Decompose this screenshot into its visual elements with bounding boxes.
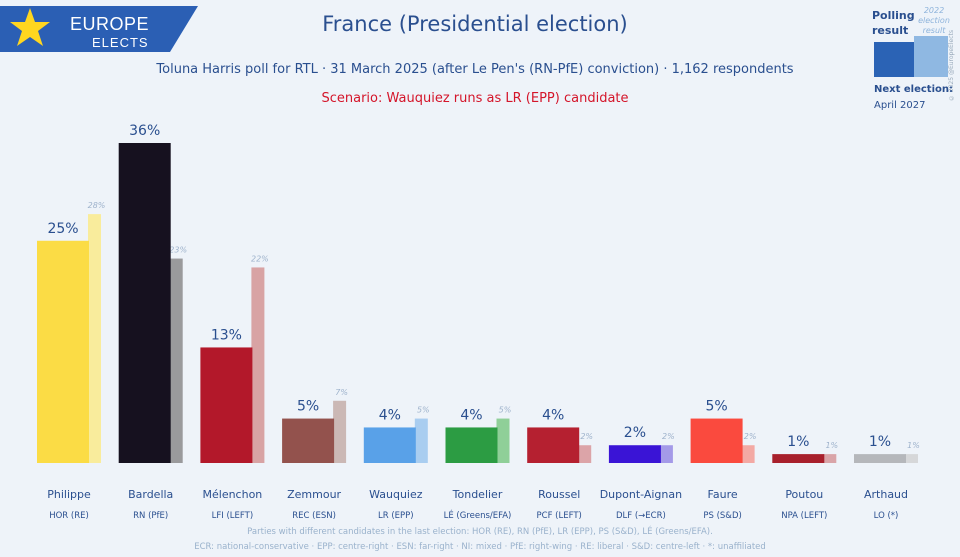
party-label-2: LFI (LEFT) <box>212 511 254 521</box>
prev-bar-6 <box>578 445 592 463</box>
legend-polling-label: Polling result <box>872 8 915 38</box>
candidate-name-1: Bardella <box>128 488 173 501</box>
polling-value-label-7: 2% <box>624 425 646 441</box>
prev-bar-9 <box>823 454 837 463</box>
prev-value-label-0: 28% <box>88 201 106 210</box>
party-label-3: REC (ESN) <box>292 511 336 521</box>
star-icon <box>10 8 50 46</box>
polling-bar-4 <box>363 427 416 463</box>
party-label-7: DLF (→ECR) <box>616 511 666 521</box>
polling-bar-8 <box>690 418 743 463</box>
prev-bar-5 <box>496 418 510 463</box>
prev-bar-3 <box>333 400 347 463</box>
candidate-name-4: Wauquiez <box>369 488 423 501</box>
candidate-name-7: Dupont-Aignan <box>600 488 682 501</box>
logo-text-europe: EUROPE <box>70 14 150 34</box>
prev-value-label-3: 7% <box>335 388 348 397</box>
polling-bar-10 <box>854 454 906 463</box>
candidate-name-3: Zemmour <box>287 488 341 501</box>
polling-value-label-10: 1% <box>869 434 891 450</box>
candidate-name-9: Poutou <box>785 488 823 501</box>
prev-value-label-10: 1% <box>907 441 920 450</box>
next-election-label: Next election: <box>874 84 953 95</box>
footnote-parties: Parties with different candidates in the… <box>247 527 713 537</box>
polling-value-label-3: 5% <box>297 399 319 415</box>
party-label-10: LO (*) <box>874 511 899 521</box>
prev-value-label-9: 1% <box>825 441 838 450</box>
prev-value-label-1: 23% <box>169 246 187 255</box>
party-label-6: PCF (LEFT) <box>537 511 582 521</box>
polling-value-label-5: 4% <box>460 407 482 423</box>
party-label-8: PS (S&D) <box>703 511 741 521</box>
prev-bar-10 <box>905 454 918 463</box>
legend-prev-swatch <box>914 36 948 77</box>
party-label-0: HOR (RE) <box>49 511 89 521</box>
polling-value-label-6: 4% <box>542 407 564 423</box>
party-label-1: RN (PfE) <box>133 511 168 521</box>
polling-bar-9 <box>772 454 825 463</box>
polling-bar-0 <box>37 240 89 463</box>
prev-value-label-5: 5% <box>499 406 512 415</box>
party-label-9: NPA (LEFT) <box>781 511 827 521</box>
prev-bar-1 <box>169 258 183 463</box>
polling-bar-6 <box>527 427 580 463</box>
polling-value-label-4: 4% <box>379 407 401 423</box>
footnote-groups: ECR: national-conservative · EPP: centre… <box>194 542 766 552</box>
legend-polling-line1: Polling <box>872 9 915 22</box>
polling-value-label-8: 5% <box>705 399 727 415</box>
prev-bar-7 <box>659 445 673 463</box>
logo-text-elects: ELECTS <box>92 35 149 50</box>
party-label-5: LÉ (Greens/EFA) <box>444 509 512 521</box>
candidate-name-2: Mélenchon <box>203 488 263 501</box>
prev-bar-4 <box>414 418 428 463</box>
legend-prev-line3: result <box>922 26 946 35</box>
legend-prev-label: 2022 election result <box>916 6 952 36</box>
candidate-name-8: Faure <box>708 488 738 501</box>
chart-subtitle: Toluna Harris poll for RTL · 31 March 20… <box>156 62 794 77</box>
candidate-name-10: Arthaud <box>864 488 908 501</box>
prev-value-label-6: 2% <box>580 432 593 441</box>
prev-value-label-8: 2% <box>744 432 757 441</box>
polling-value-label-1: 36% <box>129 123 160 139</box>
prev-value-label-7: 2% <box>662 432 675 441</box>
scenario-note: Scenario: Wauquiez runs as LR (EPP) cand… <box>321 91 629 106</box>
polling-bar-5 <box>445 427 498 463</box>
legend-polling-line2: result <box>872 24 909 37</box>
polling-bar-7 <box>608 445 661 463</box>
candidate-name-5: Tondelier <box>452 488 503 501</box>
prev-value-label-4: 5% <box>417 406 430 415</box>
legend-prev-line1: 2022 <box>923 6 945 15</box>
party-label-4: LR (EPP) <box>378 511 414 521</box>
prev-value-label-2: 22% <box>251 254 269 263</box>
prev-bar-2 <box>251 267 265 463</box>
europe-elects-logo: EUROPE ELECTS <box>0 6 200 52</box>
polling-value-label-2: 13% <box>211 327 242 343</box>
polling-bar-2 <box>200 347 253 463</box>
polling-bar-3 <box>282 418 335 463</box>
polling-value-label-9: 1% <box>787 434 809 450</box>
chart-title: France (Presidential election) <box>322 12 628 36</box>
legend-polling-swatch <box>874 42 914 77</box>
polling-bar-1 <box>118 143 171 463</box>
prev-bar-8 <box>741 445 755 463</box>
candidate-name-6: Roussel <box>538 488 580 501</box>
polling-value-label-0: 25% <box>47 221 78 237</box>
prev-bar-0 <box>88 214 101 463</box>
candidate-name-0: Philippe <box>47 488 91 501</box>
legend-prev-line2: election <box>918 16 950 25</box>
next-election-date: April 2027 <box>874 100 926 111</box>
logo-banner-icon <box>0 6 198 52</box>
